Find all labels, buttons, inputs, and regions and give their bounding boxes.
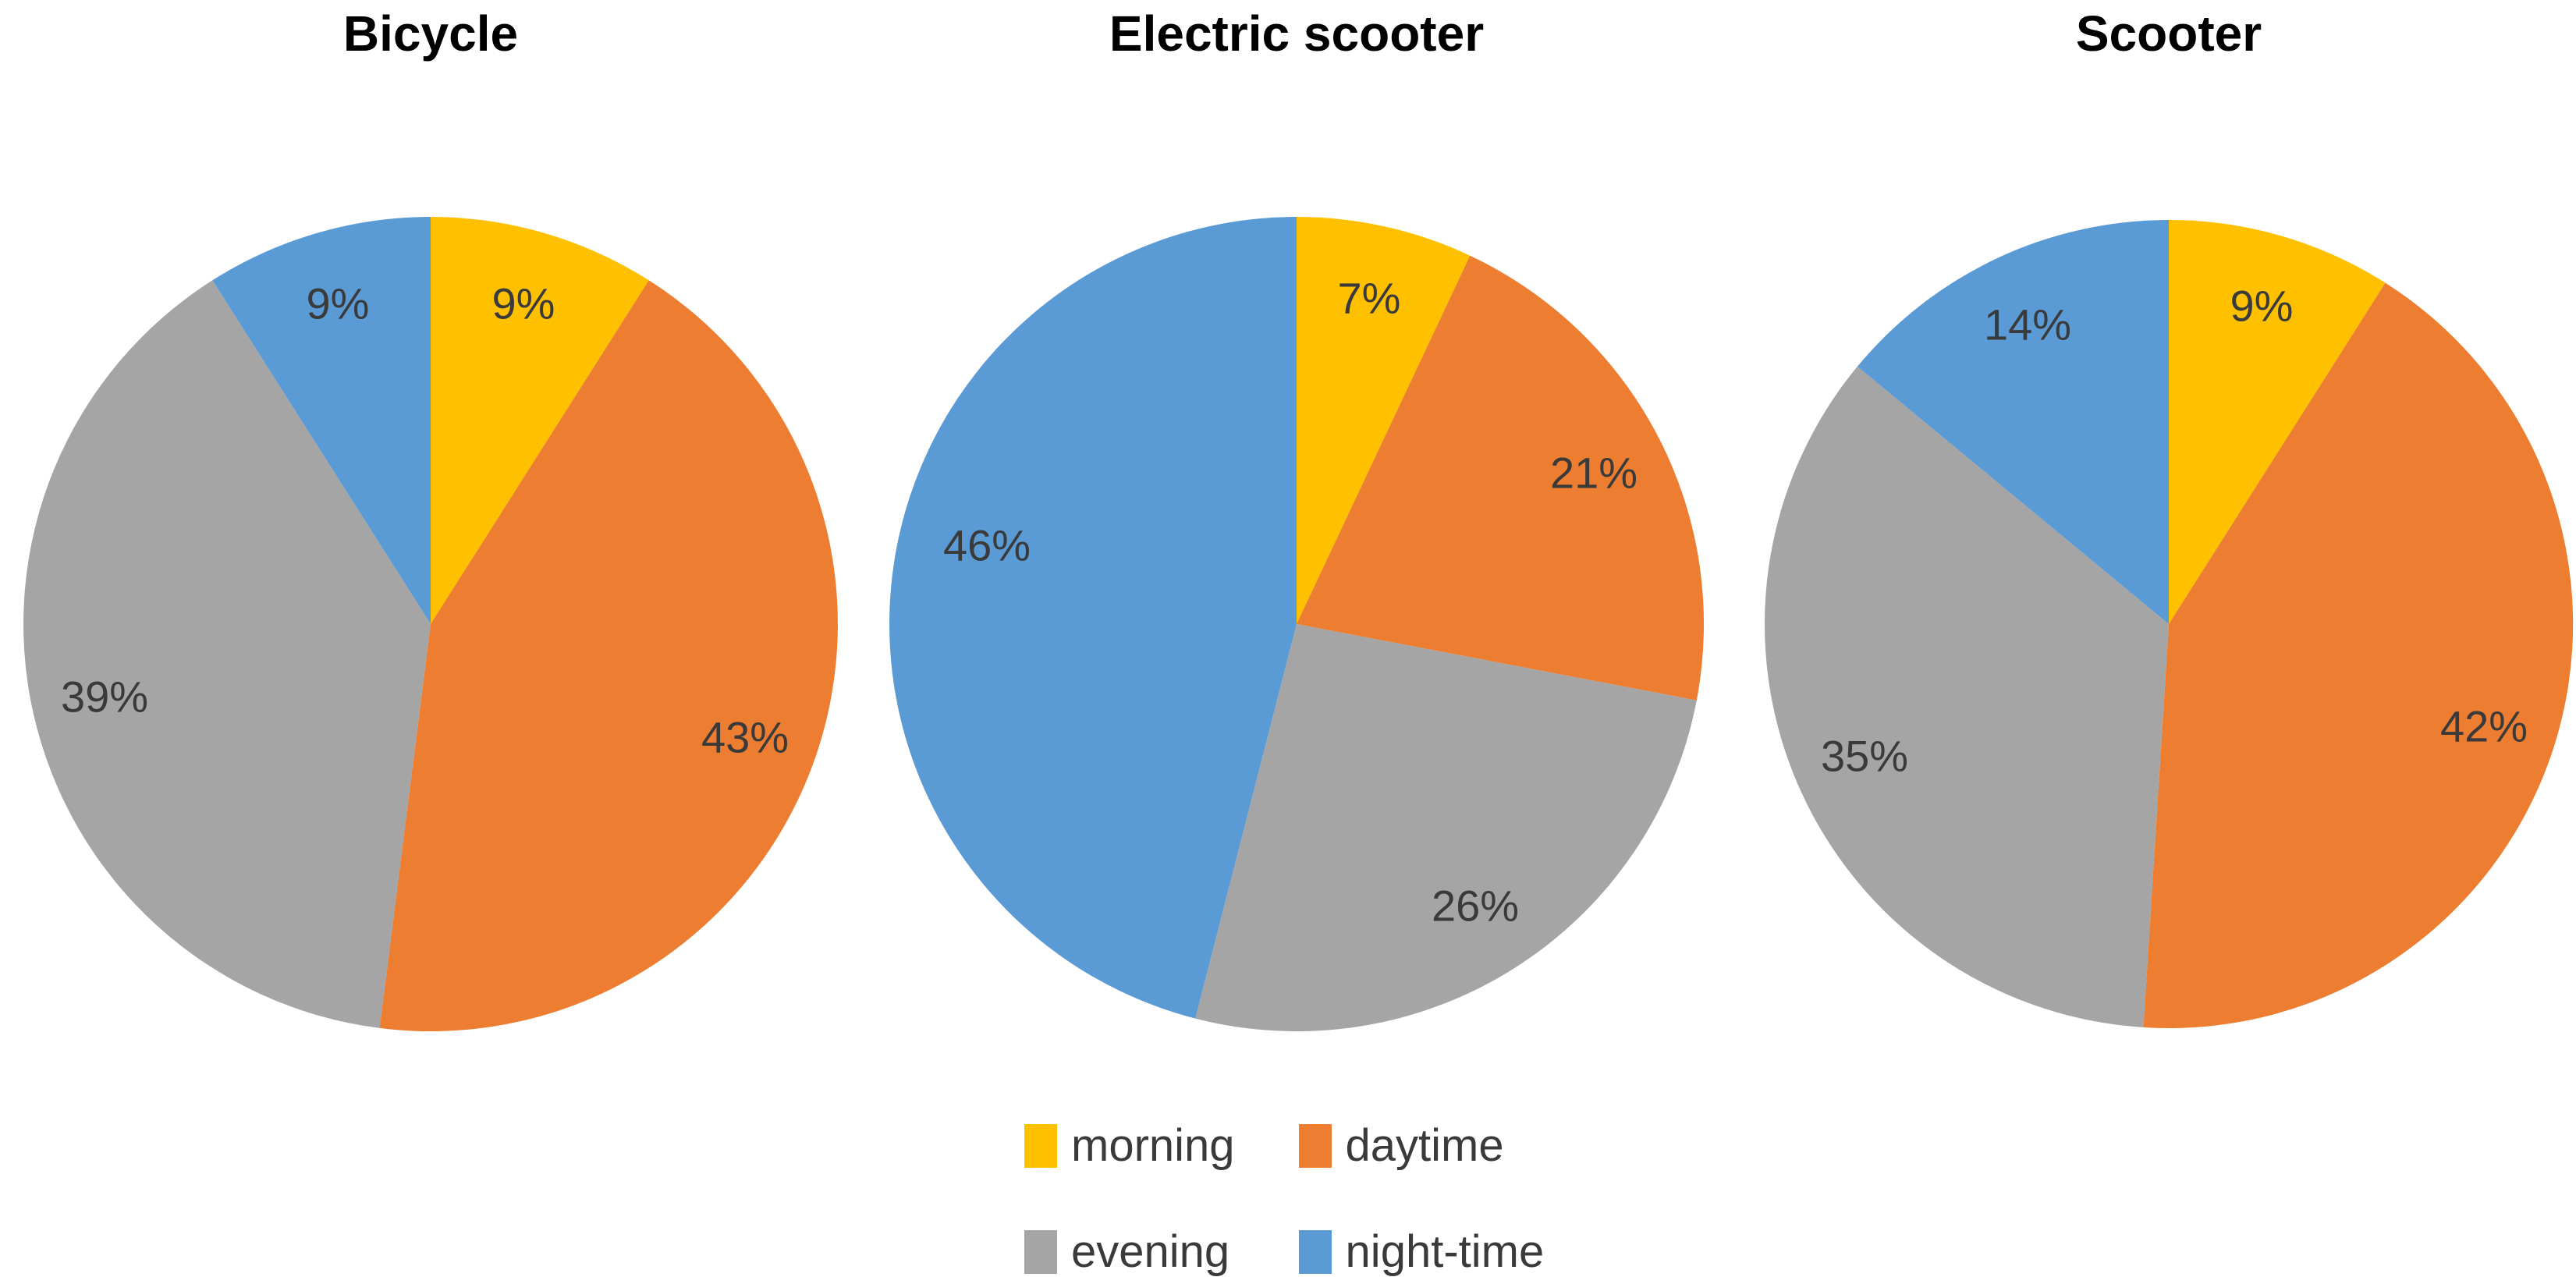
legend-item-morning: morning (1024, 1123, 1235, 1169)
legend-label-morning: morning (1071, 1120, 1235, 1171)
chart-title-scooter: Scooter (2075, 5, 2262, 62)
pie-label-electric-scooter-morning: 7% (1338, 274, 1401, 323)
pie-slice-scooter-evening (1764, 366, 2169, 1027)
pie-chart-scooter: 9% 42% 35% 14% (1764, 219, 2574, 1029)
chart-title-bicycle: Bicycle (342, 5, 519, 62)
legend-swatch-evening (1024, 1230, 1057, 1274)
legend-swatch-morning (1024, 1124, 1057, 1168)
legend-item-night-time: night-time (1298, 1226, 1545, 1277)
chart-legend: morning daytime evening night-time (1024, 1123, 1544, 1275)
pie-slice-bicycle-evening (23, 280, 431, 1028)
pie-label-scooter-night-time: 14% (1984, 300, 2071, 349)
pie-slice-scooter-morning (2169, 219, 2386, 624)
legend-swatch-daytime (1298, 1124, 1332, 1168)
pie-slice-electric-scooter-daytime (1297, 255, 1705, 701)
pie-slice-bicycle-morning (431, 217, 649, 624)
chart-title-electric-scooter: Electric scooter (1109, 5, 1485, 62)
pie-label-bicycle-evening: 39% (61, 672, 148, 722)
pie-chart-electric-scooter: 7% 21% 26% 46% (889, 217, 1705, 1032)
legend-label-daytime: daytime (1345, 1120, 1504, 1171)
pie-label-bicycle-night-time: 9% (307, 279, 370, 328)
pie-label-scooter-morning: 9% (2230, 282, 2294, 331)
pie-slice-electric-scooter-evening (1195, 624, 1697, 1032)
pie-label-electric-scooter-night-time: 46% (943, 521, 1031, 570)
pie-slice-scooter-night-time (1857, 220, 2169, 624)
legend-label-night-time: night-time (1345, 1226, 1545, 1277)
pie-slice-electric-scooter-night-time (889, 217, 1297, 1019)
pie-chart-bicycle: 9% 43% 39% 9% (23, 217, 838, 1032)
pie-label-electric-scooter-evening: 26% (1432, 881, 1519, 931)
pie-slice-bicycle-daytime (379, 280, 838, 1032)
pie-label-electric-scooter-daytime: 21% (1550, 449, 1637, 498)
pie-label-bicycle-daytime: 43% (701, 713, 789, 762)
legend-item-daytime: daytime (1298, 1120, 1545, 1171)
pie-slice-scooter-daytime (2143, 282, 2574, 1029)
pie-slice-bicycle-night-time (212, 217, 431, 624)
pie-slice-electric-scooter-morning (1297, 217, 1471, 624)
pie-label-bicycle-morning: 9% (492, 279, 555, 328)
pie-label-scooter-evening: 35% (1821, 732, 1908, 781)
legend-swatch-night-time (1298, 1230, 1332, 1274)
pie-label-scooter-daytime: 42% (2440, 702, 2528, 751)
legend-item-evening: evening (1024, 1229, 1235, 1275)
legend-label-evening: evening (1071, 1226, 1230, 1277)
